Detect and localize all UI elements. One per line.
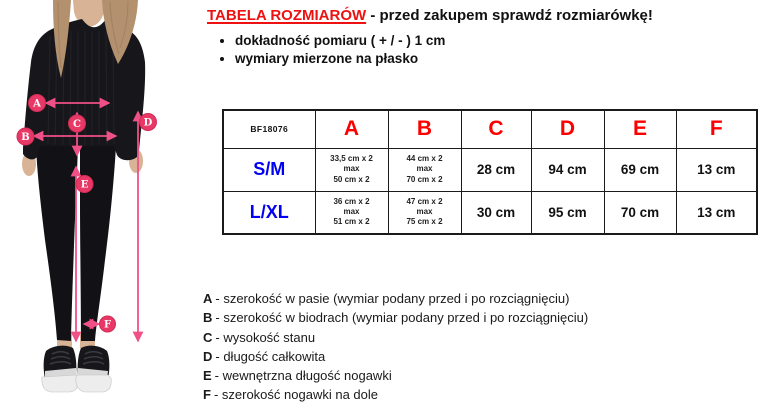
legend-letter: B [203,310,213,326]
table-cell: 95 cm [530,190,605,235]
annotation-a-badge [28,94,46,112]
table-cell: 30 cm [460,190,532,235]
column-header-f: F [675,109,758,149]
table-cell: 69 cm [603,147,677,192]
legend-text: - długość całkowita [215,348,326,364]
column-header-a: A [314,109,389,149]
annotation-c-badge [68,114,86,133]
column-header-c: C [460,109,532,149]
sweater-rib-texture [47,30,115,146]
legend-text: - szerokość nogawki na dole [213,387,378,403]
column-header-d: D [530,109,605,149]
table-row-lxl: L/XL 36 cm x 2 max 51 cm x 2 47 cm x 2 m… [222,190,758,235]
table-cell: 28 cm [460,147,532,192]
annotation-f-badge [99,315,116,333]
model-hair-left [53,0,71,78]
legend-letter: D [203,348,213,364]
page-title: TABELA ROZMIARÓW - przed zakupem sprawdź… [207,6,762,26]
annotation-e-label: E [81,180,89,191]
legend-item-f: F- szerokość nogawki na dole [203,385,588,404]
legend-item-a: A- szerokość w pasie (wymiar podany prze… [203,289,588,308]
size-label-lxl: L/XL [222,190,316,235]
title-highlight: TABELA ROZMIARÓW [207,7,367,24]
table-cell: 33,5 cm x 2 max 50 cm x 2 [314,147,389,192]
annotation-b-badge [16,127,35,146]
legend-text: - wewnętrzna długość nogawki [214,368,392,384]
annotation-e-badge [75,175,94,193]
table-cell: 13 cm [675,190,758,235]
table-cell: 47 cm x 2 max 75 cm x 2 [387,190,462,235]
table-cell: 94 cm [530,147,605,192]
model-sneakers [41,345,112,393]
legend-letter: C [203,329,213,345]
table-cell: 70 cm [603,190,677,235]
size-table-header-row: BF18076 A B C D E F [222,109,758,149]
table-cell: 36 cm x 2 max 51 cm x 2 [314,190,389,235]
notes-list: dokładność pomiaru ( + / - ) 1 cm wymiar… [207,32,762,68]
column-header-b: B [387,109,462,149]
legend-letter: E [203,368,212,384]
note-item-flat: wymiary mierzone na płasko [235,50,762,68]
annotation-b-label: B [21,132,29,143]
legend-text: - szerokość w pasie (wymiar podany przed… [215,291,570,306]
legend-item-d: D- długość całkowita [203,347,588,366]
legend-letter: A [203,291,213,306]
legend-item-b: B- szerokość w biodrach (wymiar podany p… [203,308,588,327]
legend-letter: F [203,387,211,403]
table-row-sm: S/M 33,5 cm x 2 max 50 cm x 2 44 cm x 2 … [222,147,758,192]
header-block: TABELA ROZMIARÓW - przed zakupem sprawdź… [207,6,762,68]
note-item-accuracy: dokładność pomiaru ( + / - ) 1 cm [235,32,762,50]
hair-strands [57,0,129,69]
legend-item-c: C- wysokość stanu [203,328,588,347]
model-photo: A B C D E F [0,0,190,413]
title-rest: - przed zakupem sprawdź rozmiarówkę! [370,7,653,24]
annotation-a-label: A [32,99,41,110]
legend-item-e: E- wewnętrzna długość nogawki [203,366,588,385]
model-photo-illustration: A B C D E F [16,0,157,393]
legend-text: - wysokość stanu [215,329,316,345]
table-cell: 13 cm [675,147,758,192]
measurement-legend: A- szerokość w pasie (wymiar podany prze… [203,289,588,405]
column-header-e: E [603,109,677,149]
model-leggings-right [80,146,116,341]
size-label-sm: S/M [222,147,316,192]
annotation-d-label: D [144,118,153,129]
annotation-f-label: F [104,320,111,331]
model-number-cell: BF18076 [222,109,316,149]
annotation-c-label: C [73,119,81,130]
model-leggings-left [36,146,78,341]
size-table: BF18076 A B C D E F S/M 33,5 cm x 2 max … [222,109,758,235]
measurement-badges: A B C D E F [16,94,157,333]
table-cell: 44 cm x 2 max 70 cm x 2 [387,147,462,192]
annotation-d-badge [139,113,157,131]
legend-text: - szerokość w biodrach (wymiar podany pr… [215,310,589,326]
